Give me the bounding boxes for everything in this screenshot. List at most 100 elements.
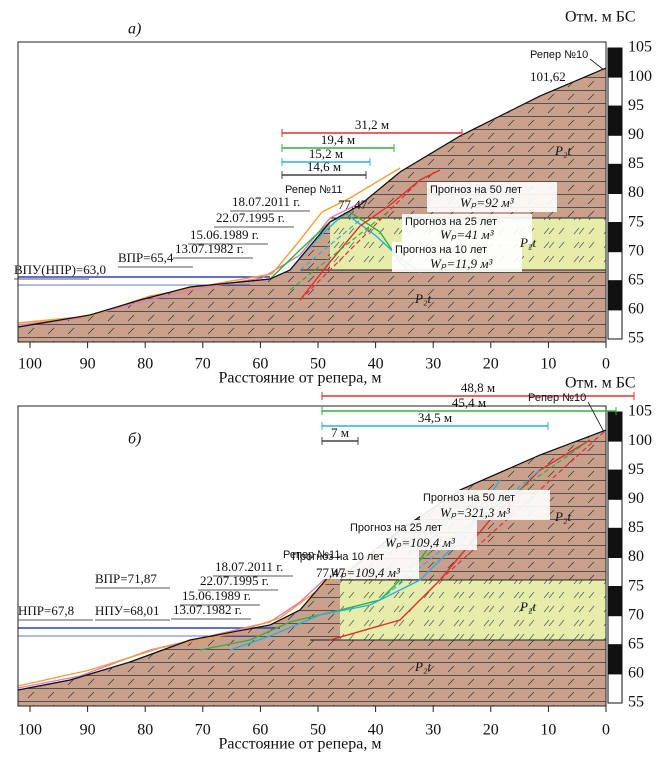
- x-tick-label: 10: [540, 356, 556, 373]
- benchmark-name: Репер №11: [285, 184, 342, 196]
- y-tick-label: 65: [628, 635, 644, 652]
- y-tick-label: 70: [628, 242, 644, 259]
- benchmark-value: 77,47: [338, 197, 368, 212]
- x-tick-label: 80: [137, 356, 153, 373]
- x-tick-label: 10: [540, 722, 556, 739]
- width-label: 31,2 м: [355, 117, 389, 132]
- forecast-volume: Wₚ=92 м³: [460, 195, 515, 210]
- date-label: 13.07.1982 г.: [175, 241, 244, 256]
- layer-label: P₂t: [519, 599, 536, 614]
- width-label: 7 м: [331, 425, 349, 440]
- scale-segment: [608, 194, 622, 223]
- date-label: 15.06.1989 г.: [190, 227, 259, 242]
- scale-segment: [608, 48, 622, 77]
- y-tick-label: 80: [628, 184, 644, 201]
- soft-layer: [340, 580, 606, 640]
- width-label: 19,4 м: [321, 132, 355, 147]
- layer-label: P₂t: [519, 235, 536, 250]
- water-level-label: ВПУ(НПР)=63,0: [14, 262, 106, 277]
- date-label: 22.07.1995 г.: [216, 210, 285, 225]
- y-tick-label: 55: [628, 330, 644, 347]
- scale-segment: [608, 674, 622, 703]
- y-tick-label: 90: [628, 126, 644, 143]
- scale-segment: [608, 470, 622, 499]
- y-tick-label: 60: [628, 665, 644, 682]
- date-label: 22.07.1995 г.: [200, 573, 269, 588]
- y-axis-title: Отм. м БС: [565, 9, 636, 26]
- water-level-label: ВПР=65,4: [118, 250, 174, 265]
- y-tick-label: 65: [628, 271, 644, 288]
- width-label: 34,5 м: [418, 410, 452, 425]
- forecast-volume: Wₚ=321,3 м³: [440, 505, 511, 520]
- width-label: 14,6 м: [307, 159, 341, 174]
- scale-segment: [608, 164, 622, 193]
- x-tick-label: 100: [18, 356, 42, 373]
- x-tick-label: 90: [80, 722, 96, 739]
- scale-segment: [608, 135, 622, 164]
- y-tick-label: 95: [628, 97, 644, 114]
- scale-segment: [608, 252, 622, 281]
- panel-label: а): [128, 21, 141, 38]
- x-tick-label: 80: [137, 722, 153, 739]
- x-axis-title: Расстояние от репера, м: [218, 736, 381, 753]
- forecast-label: Прогноз на 50 лет: [423, 492, 515, 504]
- layer-label: P₂t: [554, 143, 571, 158]
- benchmark-value: 101,62: [530, 69, 566, 84]
- y-tick-label: 85: [628, 519, 644, 536]
- y-tick-label: 75: [628, 213, 644, 230]
- scale-segment: [608, 223, 622, 252]
- y-tick-label: 100: [628, 432, 652, 449]
- scale-segment: [608, 412, 622, 441]
- scale-segment: [608, 558, 622, 587]
- date-label: 13.07.1982 г.: [173, 602, 242, 617]
- forecast-volume: Wₚ=109,4 м³: [385, 535, 456, 550]
- scale-segment: [608, 310, 622, 339]
- scale-segment: [608, 106, 622, 135]
- y-tick-label: 75: [628, 577, 644, 594]
- figure: 1051009590858075706560551009080706050403…: [0, 0, 660, 764]
- benchmark-name: Репер №11: [283, 549, 340, 561]
- scale-segment: [608, 281, 622, 310]
- page: 1051009590858075706560551009080706050403…: [0, 0, 660, 764]
- benchmark-value: 77,47: [316, 565, 346, 580]
- water-level-label: НПУ=68,01: [95, 603, 160, 618]
- layer-label: P₂t: [554, 509, 571, 524]
- x-tick-label: 0: [602, 356, 610, 373]
- y-tick-label: 105: [628, 39, 652, 56]
- y-tick-label: 95: [628, 461, 644, 478]
- y-tick-label: 85: [628, 155, 644, 172]
- date-label: 15.06.1989 г.: [182, 588, 251, 603]
- y-tick-label: 105: [628, 403, 652, 420]
- x-tick-label: 0: [602, 722, 610, 739]
- forecast-volume: Wₚ=41 м³: [440, 227, 495, 242]
- x-tick-label: 20: [483, 722, 499, 739]
- y-tick-label: 90: [628, 490, 644, 507]
- water-level-label: ВПР=71,87: [95, 571, 157, 586]
- y-tick-label: 80: [628, 548, 644, 565]
- layer-label: P₂t: [414, 659, 431, 674]
- y-tick-label: 70: [628, 606, 644, 623]
- x-tick-label: 70: [195, 722, 211, 739]
- panel-label: б): [128, 431, 141, 448]
- scale-segment: [608, 499, 622, 528]
- width-label: 45,4 м: [452, 395, 486, 410]
- y-axis-title: Отм. м БС: [565, 375, 636, 392]
- x-tick-label: 90: [80, 356, 96, 373]
- scale-segment: [608, 441, 622, 470]
- scale-segment: [608, 645, 622, 674]
- benchmark-leader: [590, 59, 604, 70]
- x-tick-label: 30: [425, 722, 441, 739]
- date-label: 18.07.2011 г.: [215, 559, 283, 574]
- scale-segment: [608, 77, 622, 106]
- x-axis-title: Расстояние от репера, м: [218, 370, 381, 387]
- benchmark-name: Репер №10: [528, 392, 586, 404]
- y-tick-label: 55: [628, 694, 644, 711]
- y-tick-label: 100: [628, 68, 652, 85]
- water-level-label: НПР=67,8: [18, 603, 74, 618]
- date-label: 18.07.2011 г.: [232, 194, 300, 209]
- x-tick-label: 70: [195, 356, 211, 373]
- forecast-label: Прогноз на 10 лет: [395, 244, 487, 256]
- benchmark-name: Репер №10: [530, 49, 588, 61]
- x-tick-label: 20: [483, 356, 499, 373]
- layer-label: P₂t: [414, 291, 431, 306]
